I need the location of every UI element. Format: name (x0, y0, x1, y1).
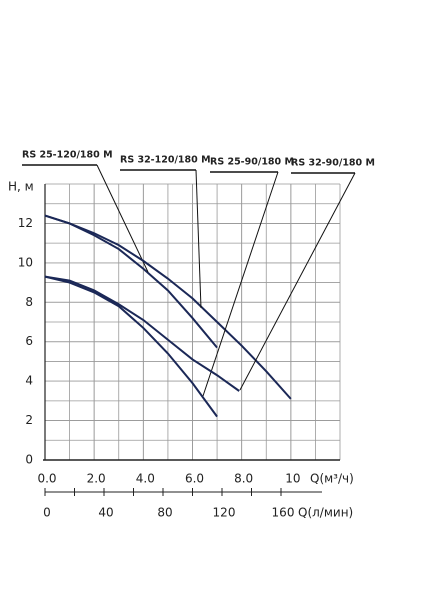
leader-line (96, 164, 149, 273)
y-tick-label: 4 (25, 374, 33, 388)
curve (44, 214, 292, 400)
curve (44, 275, 218, 418)
series-label: RS 32-90/180 M (291, 158, 375, 169)
y-tick-label: 8 (25, 295, 33, 309)
y-axis-label: H, м (8, 180, 34, 194)
series-label: RS 25-120/180 M (22, 150, 113, 161)
x-tick-label: 0.0 (37, 472, 56, 486)
x2-tick-label: 80 (157, 506, 172, 520)
y-tick-label: 12 (18, 216, 33, 230)
curve (44, 275, 240, 392)
y-tick-label: 0 (25, 453, 33, 467)
leader-line (195, 169, 202, 309)
series-label: RS 25-90/180 M (210, 157, 294, 168)
x2-tick-label: 0 (43, 506, 51, 520)
leader-line (202, 171, 279, 397)
y-tick-label: 10 (18, 255, 33, 269)
x-axis-label: Q(м³/ч) (310, 472, 354, 486)
series-label: RS 32-120/180 M (120, 155, 211, 166)
x-tick-label: 2.0 (87, 472, 106, 486)
x-tick-label: 4.0 (136, 472, 155, 486)
x2-axis-label: Q(л/мин) (298, 506, 353, 520)
x-tick-label: 10 (285, 472, 300, 486)
x2-tick-label: 160 (272, 506, 295, 520)
x2-tick-label: 120 (213, 506, 236, 520)
leader-line (239, 172, 356, 391)
x-tick-label: 8.0 (234, 472, 253, 486)
y-tick-label: 2 (25, 413, 33, 427)
x-tick-label: 6.0 (185, 472, 204, 486)
y-tick-label: 6 (25, 334, 33, 348)
x2-tick-label: 40 (98, 506, 113, 520)
